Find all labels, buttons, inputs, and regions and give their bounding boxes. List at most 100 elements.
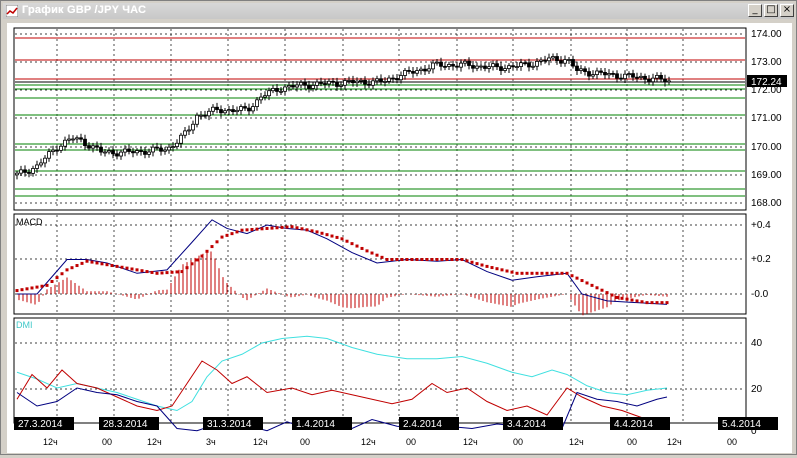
hour-label: 00 <box>727 437 737 447</box>
signal-dot <box>480 263 484 267</box>
candle-body <box>167 146 171 151</box>
candle-body <box>239 106 243 111</box>
signal-dot <box>15 289 19 293</box>
plus-di-line <box>16 360 668 423</box>
signal-dot <box>215 240 219 244</box>
candle-body <box>471 65 475 69</box>
minimize-button[interactable]: _ <box>748 4 762 17</box>
signal-dot <box>440 258 444 261</box>
hour-label: 12ч <box>253 437 268 447</box>
signal-dot <box>625 297 629 301</box>
candle-body <box>279 90 283 93</box>
dmi-panel[interactable] <box>13 317 747 424</box>
signal-dot <box>290 225 294 229</box>
candle-body <box>651 77 655 83</box>
signal-dot <box>495 267 499 271</box>
date-label-bg <box>99 417 159 430</box>
macd-label: MACD <box>16 217 43 227</box>
candle-body <box>523 62 527 65</box>
candle-body <box>51 149 55 152</box>
candle-body <box>219 109 223 114</box>
candle-body <box>67 138 71 141</box>
signal-dot <box>305 228 309 232</box>
adx-line <box>16 335 668 412</box>
candle-body <box>667 80 671 83</box>
candle-body <box>363 79 367 85</box>
signal-dot <box>315 230 319 234</box>
signal-dot <box>350 242 354 246</box>
signal-dot <box>295 226 299 230</box>
price-tick: 169.00 <box>751 170 782 181</box>
signal-dot <box>310 229 314 233</box>
candle-body <box>223 110 227 114</box>
signal-dot <box>240 228 244 232</box>
candle-body <box>655 75 659 79</box>
signal-dot <box>80 261 84 265</box>
candle-body <box>211 106 215 112</box>
candle-body <box>423 68 427 72</box>
signal-dot <box>110 264 114 268</box>
signal-dot <box>655 301 659 305</box>
candle-body <box>543 59 547 62</box>
candle-body <box>579 68 583 71</box>
candle-body <box>243 106 247 109</box>
signal-dot <box>565 271 569 275</box>
candle-body <box>355 80 359 84</box>
candle-body <box>539 59 543 62</box>
candle-body <box>623 73 627 80</box>
candle-body <box>403 70 407 76</box>
signal-dot <box>515 271 519 275</box>
signal-dot <box>125 266 129 270</box>
chart-area[interactable]: 174.00 173.00 172.00 171.00 170.00 169.0… <box>7 23 792 453</box>
signal-dot <box>520 271 524 275</box>
candle-body <box>439 61 443 67</box>
signal-dot <box>645 301 649 305</box>
macd-panel[interactable] <box>13 213 747 315</box>
close-button[interactable]: × <box>780 4 794 17</box>
price-panel[interactable] <box>13 27 747 211</box>
candle-body <box>335 81 339 87</box>
signal-dot <box>380 255 384 259</box>
signal-dot <box>205 249 209 253</box>
candlesticks <box>15 53 671 180</box>
candle-body <box>287 85 291 88</box>
candle-body <box>95 145 99 148</box>
candle-body <box>327 80 331 85</box>
candle-body <box>415 70 419 74</box>
maximize-button[interactable]: □ <box>764 4 778 17</box>
candle-body <box>463 60 467 64</box>
candle-body <box>139 150 143 152</box>
signal-dot <box>385 258 389 261</box>
signal-dot <box>210 245 214 249</box>
signal-dot <box>285 225 289 229</box>
signal-dot <box>375 253 379 257</box>
candle-body <box>215 106 219 110</box>
candle-body <box>19 169 23 174</box>
signal-dot <box>90 260 94 264</box>
signal-dot <box>650 301 654 305</box>
signal-dot <box>280 225 284 229</box>
signal-dot <box>455 258 459 261</box>
dmi-label: DMI <box>16 320 33 330</box>
candle-body <box>111 150 115 155</box>
candle-body <box>339 84 343 87</box>
candle-body <box>647 78 651 83</box>
candle-body <box>611 73 615 75</box>
signal-dot <box>430 258 434 261</box>
signal-dot <box>445 258 449 261</box>
date-label-bg <box>718 417 778 430</box>
signal-dot <box>450 258 454 261</box>
signal-dot <box>500 268 504 272</box>
date-label-bg <box>14 417 74 430</box>
candle-body <box>119 151 123 157</box>
candle-body <box>603 71 607 76</box>
chart-canvas[interactable]: 174.00 173.00 172.00 171.00 170.00 169.0… <box>7 23 792 453</box>
candle-body <box>475 65 479 69</box>
candle-body <box>323 83 327 85</box>
signal-dot <box>535 271 539 275</box>
date-label: 3.4.2014 <box>507 419 546 430</box>
signal-dot <box>230 232 234 236</box>
candle-body <box>191 123 195 131</box>
signal-dot <box>620 296 624 300</box>
